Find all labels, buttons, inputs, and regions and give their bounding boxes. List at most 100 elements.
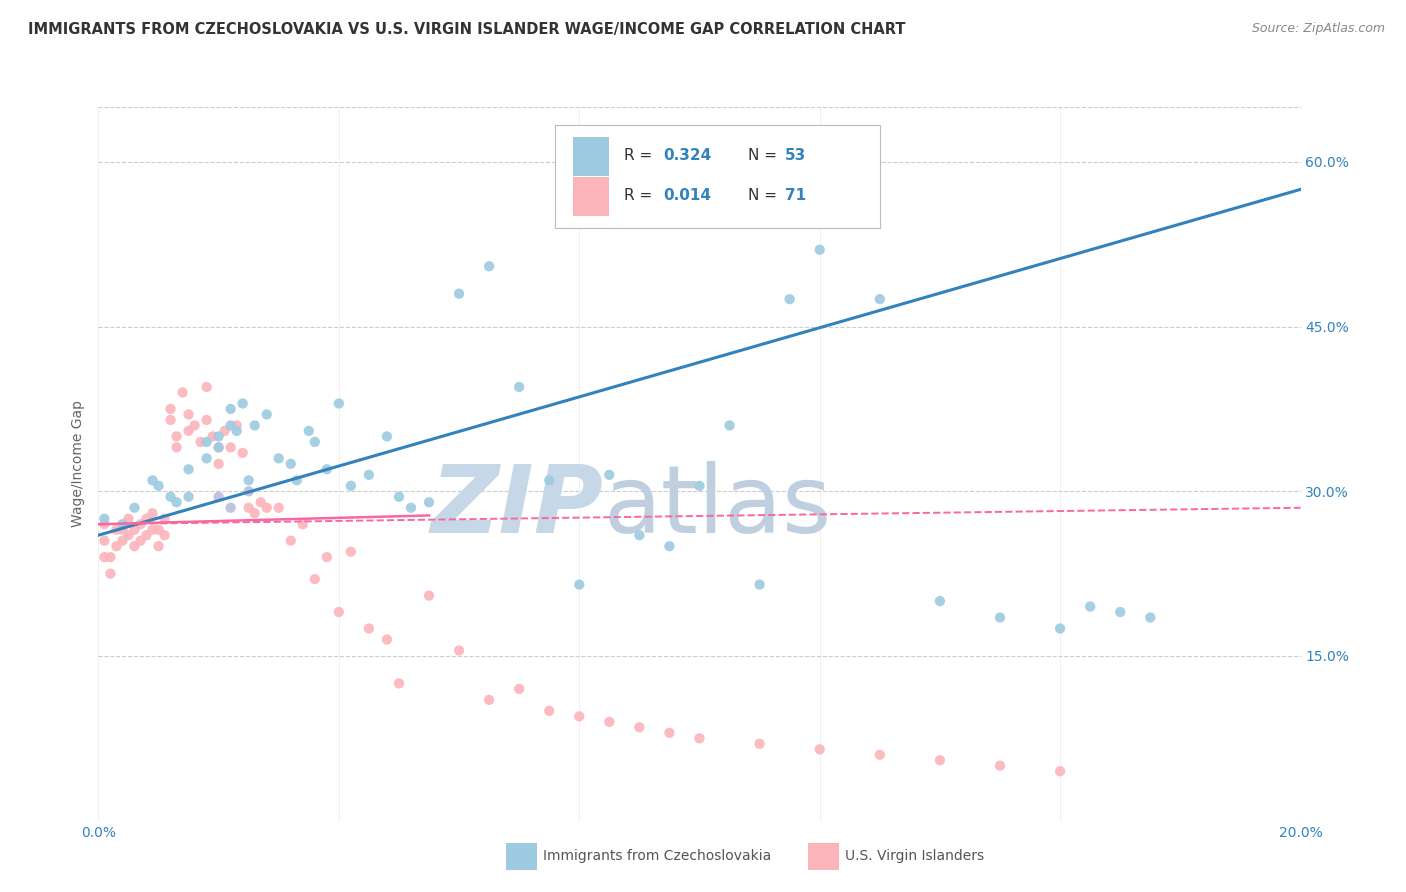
Point	[628, 528, 651, 542]
Point	[225, 424, 247, 438]
Point	[267, 500, 290, 515]
Point	[166, 429, 188, 443]
FancyBboxPatch shape	[574, 137, 609, 177]
Point	[153, 512, 176, 526]
Point	[141, 506, 163, 520]
Point	[447, 643, 470, 657]
Point	[219, 401, 242, 416]
Point	[148, 523, 170, 537]
Point	[418, 495, 440, 509]
Point	[298, 424, 321, 438]
Point	[183, 418, 205, 433]
Point	[219, 418, 242, 433]
Point	[93, 517, 115, 532]
Y-axis label: Wage/Income Gap: Wage/Income Gap	[72, 401, 86, 527]
Point	[375, 632, 398, 647]
Point	[238, 484, 260, 499]
Point	[285, 473, 308, 487]
Point	[929, 753, 952, 767]
FancyBboxPatch shape	[574, 177, 609, 216]
Point	[328, 605, 350, 619]
Point	[135, 512, 157, 526]
Text: N =: N =	[748, 148, 782, 163]
Point	[166, 441, 188, 455]
Point	[124, 500, 146, 515]
Point	[238, 500, 260, 515]
Point	[124, 539, 146, 553]
Point	[478, 259, 501, 273]
Point	[869, 292, 891, 306]
Point	[568, 709, 591, 723]
Point	[117, 512, 139, 526]
Point	[243, 506, 266, 520]
Point	[315, 550, 337, 565]
Point	[129, 533, 152, 548]
Point	[340, 479, 363, 493]
Text: Source: ZipAtlas.com: Source: ZipAtlas.com	[1251, 22, 1385, 36]
Point	[1049, 622, 1071, 636]
Point	[357, 622, 380, 636]
Point	[689, 731, 711, 746]
Point	[718, 418, 741, 433]
Point	[929, 594, 952, 608]
Point	[159, 401, 181, 416]
Point	[208, 441, 231, 455]
Point	[304, 572, 326, 586]
Point	[658, 726, 681, 740]
Text: IMMIGRANTS FROM CZECHOSLOVAKIA VS U.S. VIRGIN ISLANDER WAGE/INCOME GAP CORRELATI: IMMIGRANTS FROM CZECHOSLOVAKIA VS U.S. V…	[28, 22, 905, 37]
Point	[315, 462, 337, 476]
Point	[388, 676, 411, 690]
Point	[195, 451, 218, 466]
Text: atlas: atlas	[603, 460, 831, 553]
Point	[100, 566, 122, 581]
Point	[232, 396, 254, 410]
Point	[159, 490, 181, 504]
Point	[291, 517, 314, 532]
Text: 71: 71	[785, 188, 806, 203]
Point	[172, 385, 194, 400]
Point	[232, 446, 254, 460]
Point	[208, 429, 231, 443]
Point	[447, 286, 470, 301]
Point	[1109, 605, 1132, 619]
Point	[628, 720, 651, 734]
Text: N =: N =	[748, 188, 782, 203]
Point	[225, 418, 247, 433]
Point	[779, 292, 801, 306]
Point	[375, 429, 398, 443]
Point	[568, 577, 591, 591]
Point	[1078, 599, 1101, 614]
Point	[93, 550, 115, 565]
Point	[538, 473, 561, 487]
Point	[177, 424, 200, 438]
Point	[219, 441, 242, 455]
Point	[538, 704, 561, 718]
Point	[208, 490, 231, 504]
Point	[93, 512, 115, 526]
Point	[304, 434, 326, 449]
Point	[256, 500, 278, 515]
Point	[166, 495, 188, 509]
Point	[117, 528, 139, 542]
Point	[159, 413, 181, 427]
Point	[357, 467, 380, 482]
Text: U.S. Virgin Islanders: U.S. Virgin Islanders	[845, 849, 984, 863]
Point	[111, 533, 134, 548]
Point	[748, 577, 770, 591]
Point	[238, 473, 260, 487]
Point	[249, 495, 271, 509]
FancyBboxPatch shape	[555, 125, 880, 228]
Point	[280, 457, 302, 471]
Point	[201, 429, 224, 443]
Point	[869, 747, 891, 762]
Text: ZIP: ZIP	[430, 460, 603, 553]
Point	[141, 473, 163, 487]
Point	[598, 714, 620, 729]
Point	[478, 693, 501, 707]
Text: 0.014: 0.014	[664, 188, 711, 203]
Point	[340, 544, 363, 558]
Point	[388, 490, 411, 504]
Text: 0.324: 0.324	[664, 148, 711, 163]
Point	[508, 681, 530, 696]
Point	[177, 490, 200, 504]
